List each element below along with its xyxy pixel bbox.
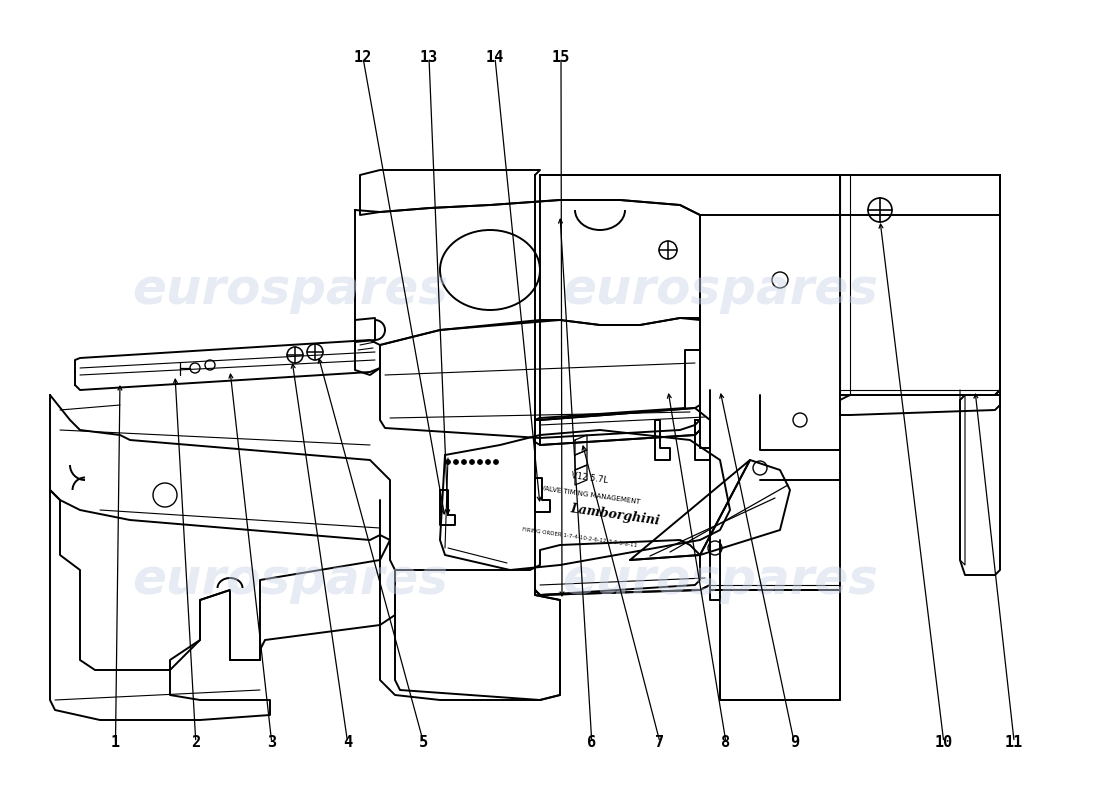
Text: eurospares: eurospares (132, 556, 448, 604)
Circle shape (494, 459, 498, 465)
Circle shape (477, 459, 483, 465)
Circle shape (453, 459, 459, 465)
Text: 8: 8 (722, 735, 730, 750)
Text: 7: 7 (656, 735, 664, 750)
Text: 10: 10 (935, 735, 953, 750)
Text: eurospares: eurospares (562, 556, 878, 604)
Circle shape (485, 459, 491, 465)
Text: 11: 11 (1005, 735, 1023, 750)
Text: 13: 13 (420, 50, 438, 65)
Text: 3: 3 (267, 735, 276, 750)
Circle shape (446, 459, 451, 465)
Text: VALVE TIMING MANAGEMENT: VALVE TIMING MANAGEMENT (540, 485, 640, 505)
Text: 15: 15 (552, 50, 570, 65)
Text: 9: 9 (790, 735, 799, 750)
Text: 2: 2 (191, 735, 200, 750)
Circle shape (470, 459, 474, 465)
Circle shape (462, 459, 466, 465)
Text: 1: 1 (111, 735, 120, 750)
Text: V12 5.7L: V12 5.7L (571, 471, 608, 485)
Text: eurospares: eurospares (132, 266, 448, 314)
Text: FIRING ORDER 1-7-4-10-2-6-12-3-9-5-8-11: FIRING ORDER 1-7-4-10-2-6-12-3-9-5-8-11 (522, 527, 638, 549)
Text: 14: 14 (486, 50, 504, 65)
Text: Lamborghini: Lamborghini (570, 502, 661, 528)
Text: 5: 5 (419, 735, 428, 750)
Text: 6: 6 (587, 735, 596, 750)
Text: eurospares: eurospares (562, 266, 878, 314)
Text: 12: 12 (354, 50, 372, 65)
Text: 4: 4 (343, 735, 352, 750)
